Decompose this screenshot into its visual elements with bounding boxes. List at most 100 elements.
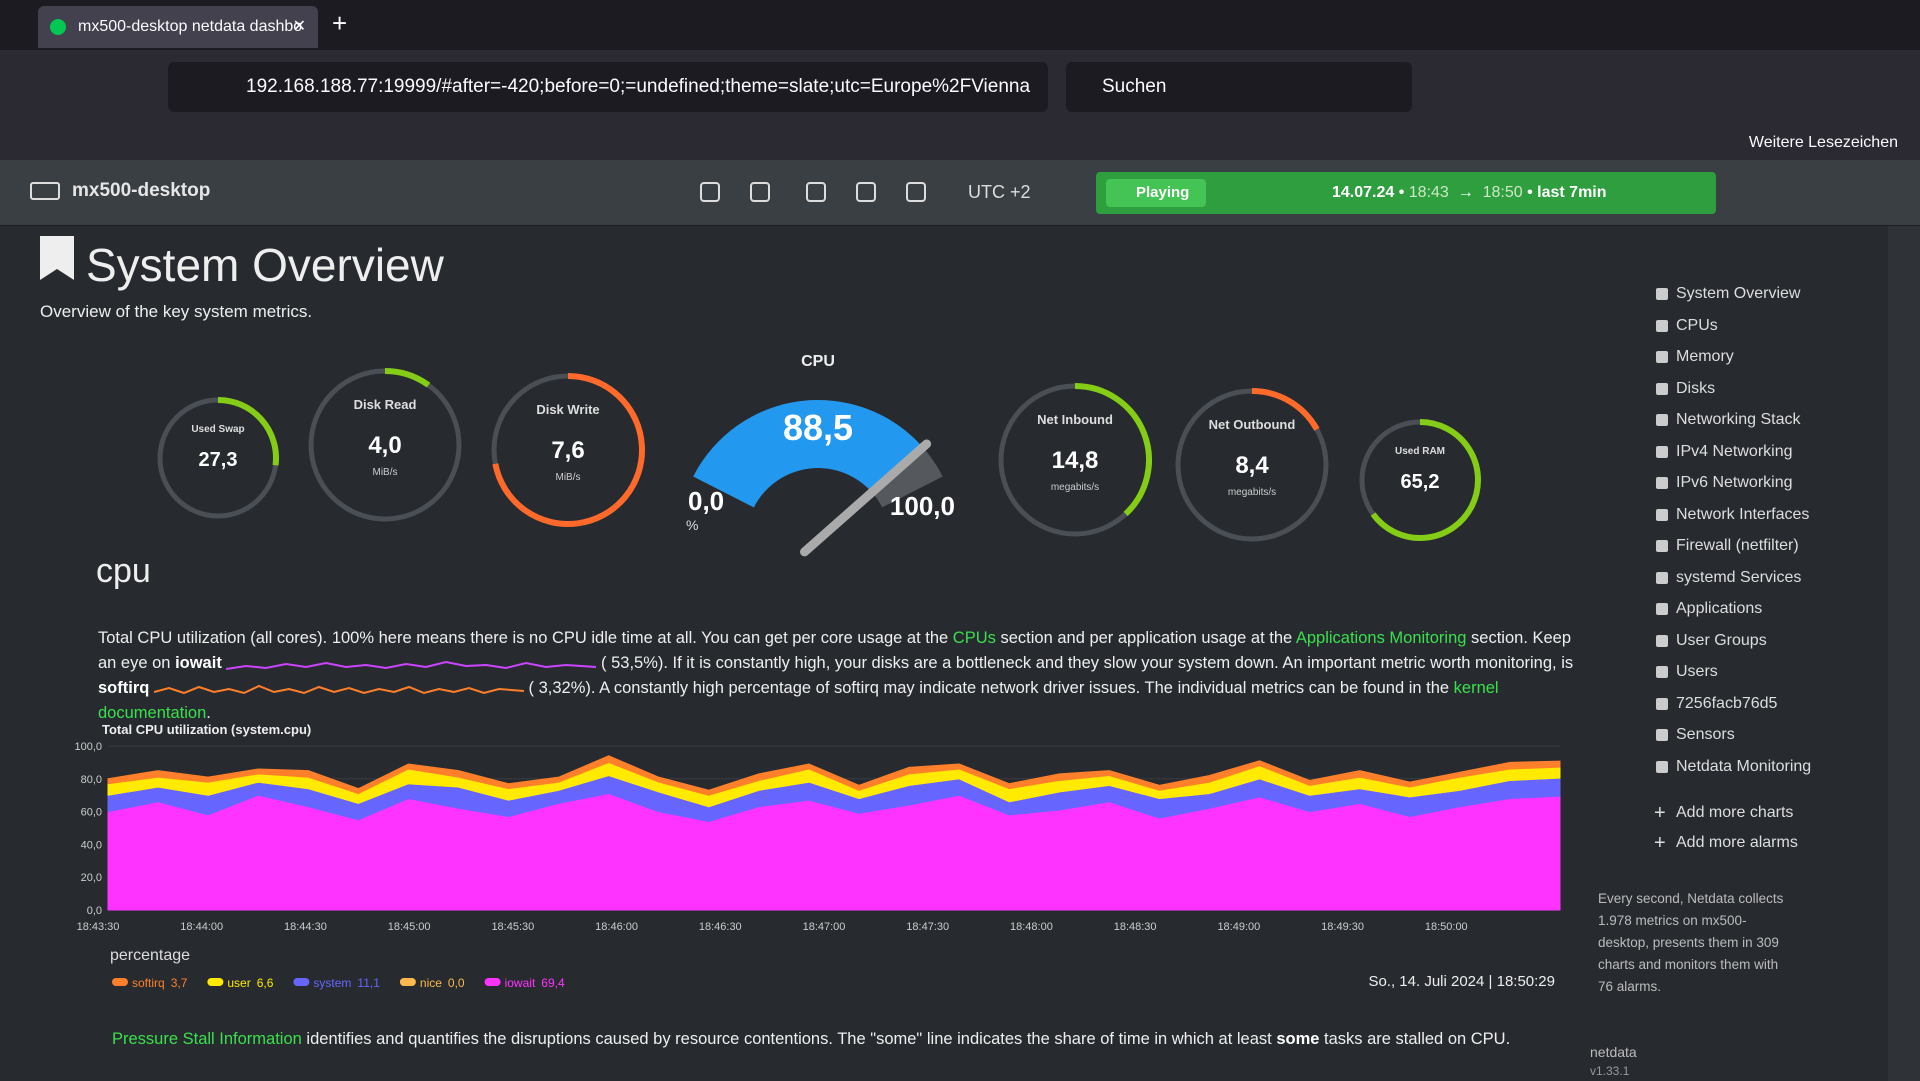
gauge-value: 27,3: [199, 449, 238, 471]
x-tick-label: 18:45:00: [388, 921, 431, 933]
toolbar-icon[interactable]: [906, 182, 926, 202]
section-description: Total CPU utilization (all cores). 100% …: [98, 629, 1574, 722]
legend-swatch: [399, 978, 416, 986]
nav-item[interactable]: CPUs: [1620, 310, 1910, 342]
y-tick-label: 40,0: [81, 839, 102, 851]
nav-item[interactable]: System Overview: [1620, 278, 1910, 310]
add-alarms[interactable]: Add more alarms: [1620, 828, 1910, 858]
nav-item[interactable]: Applications: [1620, 593, 1910, 625]
nav-item[interactable]: User Groups: [1620, 625, 1910, 657]
bookmarks-bar: Weitere Lesezeichen: [0, 126, 1920, 160]
x-tick-label: 18:46:00: [595, 921, 638, 933]
gauge-arc: [1251, 388, 1320, 431]
y-tick-label: 0,0: [87, 905, 102, 917]
gauge-title: CPU: [801, 353, 835, 370]
nav-item[interactable]: Disks: [1620, 373, 1910, 405]
legend-name: iowait: [505, 976, 536, 990]
toolbar-icon[interactable]: [806, 182, 826, 202]
legend-swatch: [112, 978, 128, 986]
date: 14.07.24: [1332, 184, 1395, 201]
gauge-max: 100,0: [890, 491, 955, 521]
nav-item[interactable]: Network Interfaces: [1620, 499, 1910, 531]
x-tick-label: 18:49:30: [1321, 921, 1364, 933]
gauge-value: 8,4: [1235, 452, 1269, 479]
search-bar[interactable]: Suchen: [1066, 62, 1412, 112]
gauge-value-arc: [693, 400, 923, 508]
x-tick-label: 18:48:30: [1114, 921, 1157, 933]
gauge-unit: MiB/s: [556, 472, 581, 483]
toolbar-icon[interactable]: [700, 182, 720, 202]
gauge-arc: [492, 373, 645, 527]
tab-title: mx500-desktop netdata dashbo: [78, 18, 303, 35]
legend-value: 69,4: [541, 976, 565, 990]
x-tick-label: 18:50:00: [1425, 921, 1468, 933]
metric-value: 53,5%: [611, 654, 658, 672]
tab[interactable]: mx500-desktop netdata dashbo ✕: [38, 6, 318, 48]
timezone[interactable]: UTC +2: [968, 182, 1031, 202]
version: v1.33.1: [1590, 1064, 1630, 1078]
sidebar: System Overview CPUs Memory Disks Networking…: [1620, 278, 1910, 858]
add-charts[interactable]: Add more charts: [1620, 798, 1910, 828]
section-heading: cpu: [96, 552, 151, 590]
nav-item[interactable]: IPv4 Networking: [1620, 436, 1910, 468]
link[interactable]: CPUs: [952, 629, 996, 647]
legend-value: 11,1: [357, 976, 380, 990]
legend-value: 0,0: [448, 976, 465, 990]
toolbar-icon[interactable]: [750, 182, 770, 202]
page-title: System Overview: [86, 239, 444, 291]
nav-item[interactable]: Memory: [1620, 341, 1910, 373]
link[interactable]: Applications Monitoring: [1295, 629, 1467, 647]
link[interactable]: kernel documentation: [98, 679, 1499, 722]
nav-item[interactable]: Sensors: [1620, 719, 1910, 751]
sparkline: [226, 660, 597, 670]
text: ). If it is constantly high, your disks …: [657, 654, 1574, 672]
nav-item[interactable]: 7256facb76d5: [1620, 688, 1910, 720]
host[interactable]: mx500-desktop: [72, 180, 211, 201]
text: ). A constantly high percentage of softi…: [585, 679, 1454, 697]
nav-item[interactable]: Users: [1620, 656, 1910, 688]
gauge-title: Used Swap: [191, 424, 244, 435]
y-tick-label: 20,0: [81, 872, 102, 884]
x-tick-label: 18:47:00: [803, 921, 846, 933]
nav-item[interactable]: IPv6 Networking: [1620, 467, 1910, 499]
gauge-title: Disk Write: [536, 402, 599, 417]
close-tab[interactable]: ✕: [292, 18, 306, 35]
play-bar[interactable]: Playing 14.07.24 • 18:43 → 18:50 • last …: [1096, 172, 1716, 214]
x-tick-label: 18:47:30: [906, 921, 949, 933]
gauge-arc: [384, 368, 431, 388]
text: section. Keep an eye on: [98, 629, 1572, 672]
sidebar-info: Every second, Netdata collects 1.978 met…: [1598, 891, 1784, 994]
toolbar-icon[interactable]: [856, 182, 876, 202]
new-tab[interactable]: +: [332, 8, 348, 38]
play-button[interactable]: Playing: [1106, 179, 1206, 207]
link[interactable]: Pressure Stall Information: [112, 1030, 302, 1048]
psi-description: Pressure Stall Information identifies an…: [112, 1030, 1592, 1049]
emphasis: some: [1276, 1030, 1320, 1048]
gauge-title: Net Inbound: [1037, 412, 1113, 427]
gauge-value: 14,8: [1052, 447, 1099, 474]
y-tick-label: 60,0: [81, 807, 102, 819]
nav-item[interactable]: systemd Services: [1620, 562, 1910, 594]
url: 192.168.188.77:19999/#after=-420;before=…: [246, 76, 1031, 97]
tab-bar: mx500-desktop netdata dashbo ✕ +: [0, 0, 1920, 50]
x-tick-label: 18:48:00: [1010, 921, 1053, 933]
nav-item[interactable]: Networking Stack: [1620, 404, 1910, 436]
from-time: 18:43: [1408, 184, 1449, 201]
metric-name: softirq: [98, 679, 150, 697]
text: tasks are stalled on CPU.: [1319, 1030, 1511, 1048]
metric-name: iowait: [175, 654, 222, 672]
gauge-value: 7,6: [551, 437, 584, 464]
metric-value: 3,32%: [538, 679, 586, 697]
to-time: 18:50: [1482, 184, 1523, 201]
legend-name: softirq: [132, 976, 165, 990]
area-layer: [107, 755, 1561, 796]
url-bar[interactable]: 192.168.188.77:19999/#after=-420;before=…: [168, 62, 1048, 112]
units-label: percentage: [110, 947, 190, 964]
x-tick-label: 18:45:30: [491, 921, 534, 933]
bookmarks[interactable]: Weitere Lesezeichen: [1748, 134, 1898, 151]
nav-item[interactable]: Firewall (netfilter): [1620, 530, 1910, 562]
gauge-value: 4,0: [368, 432, 401, 459]
nav-item[interactable]: Netdata Monitoring: [1620, 751, 1910, 783]
time-range: 14.07.24 • 18:43 → 18:50 • last 7min: [1332, 184, 1607, 201]
